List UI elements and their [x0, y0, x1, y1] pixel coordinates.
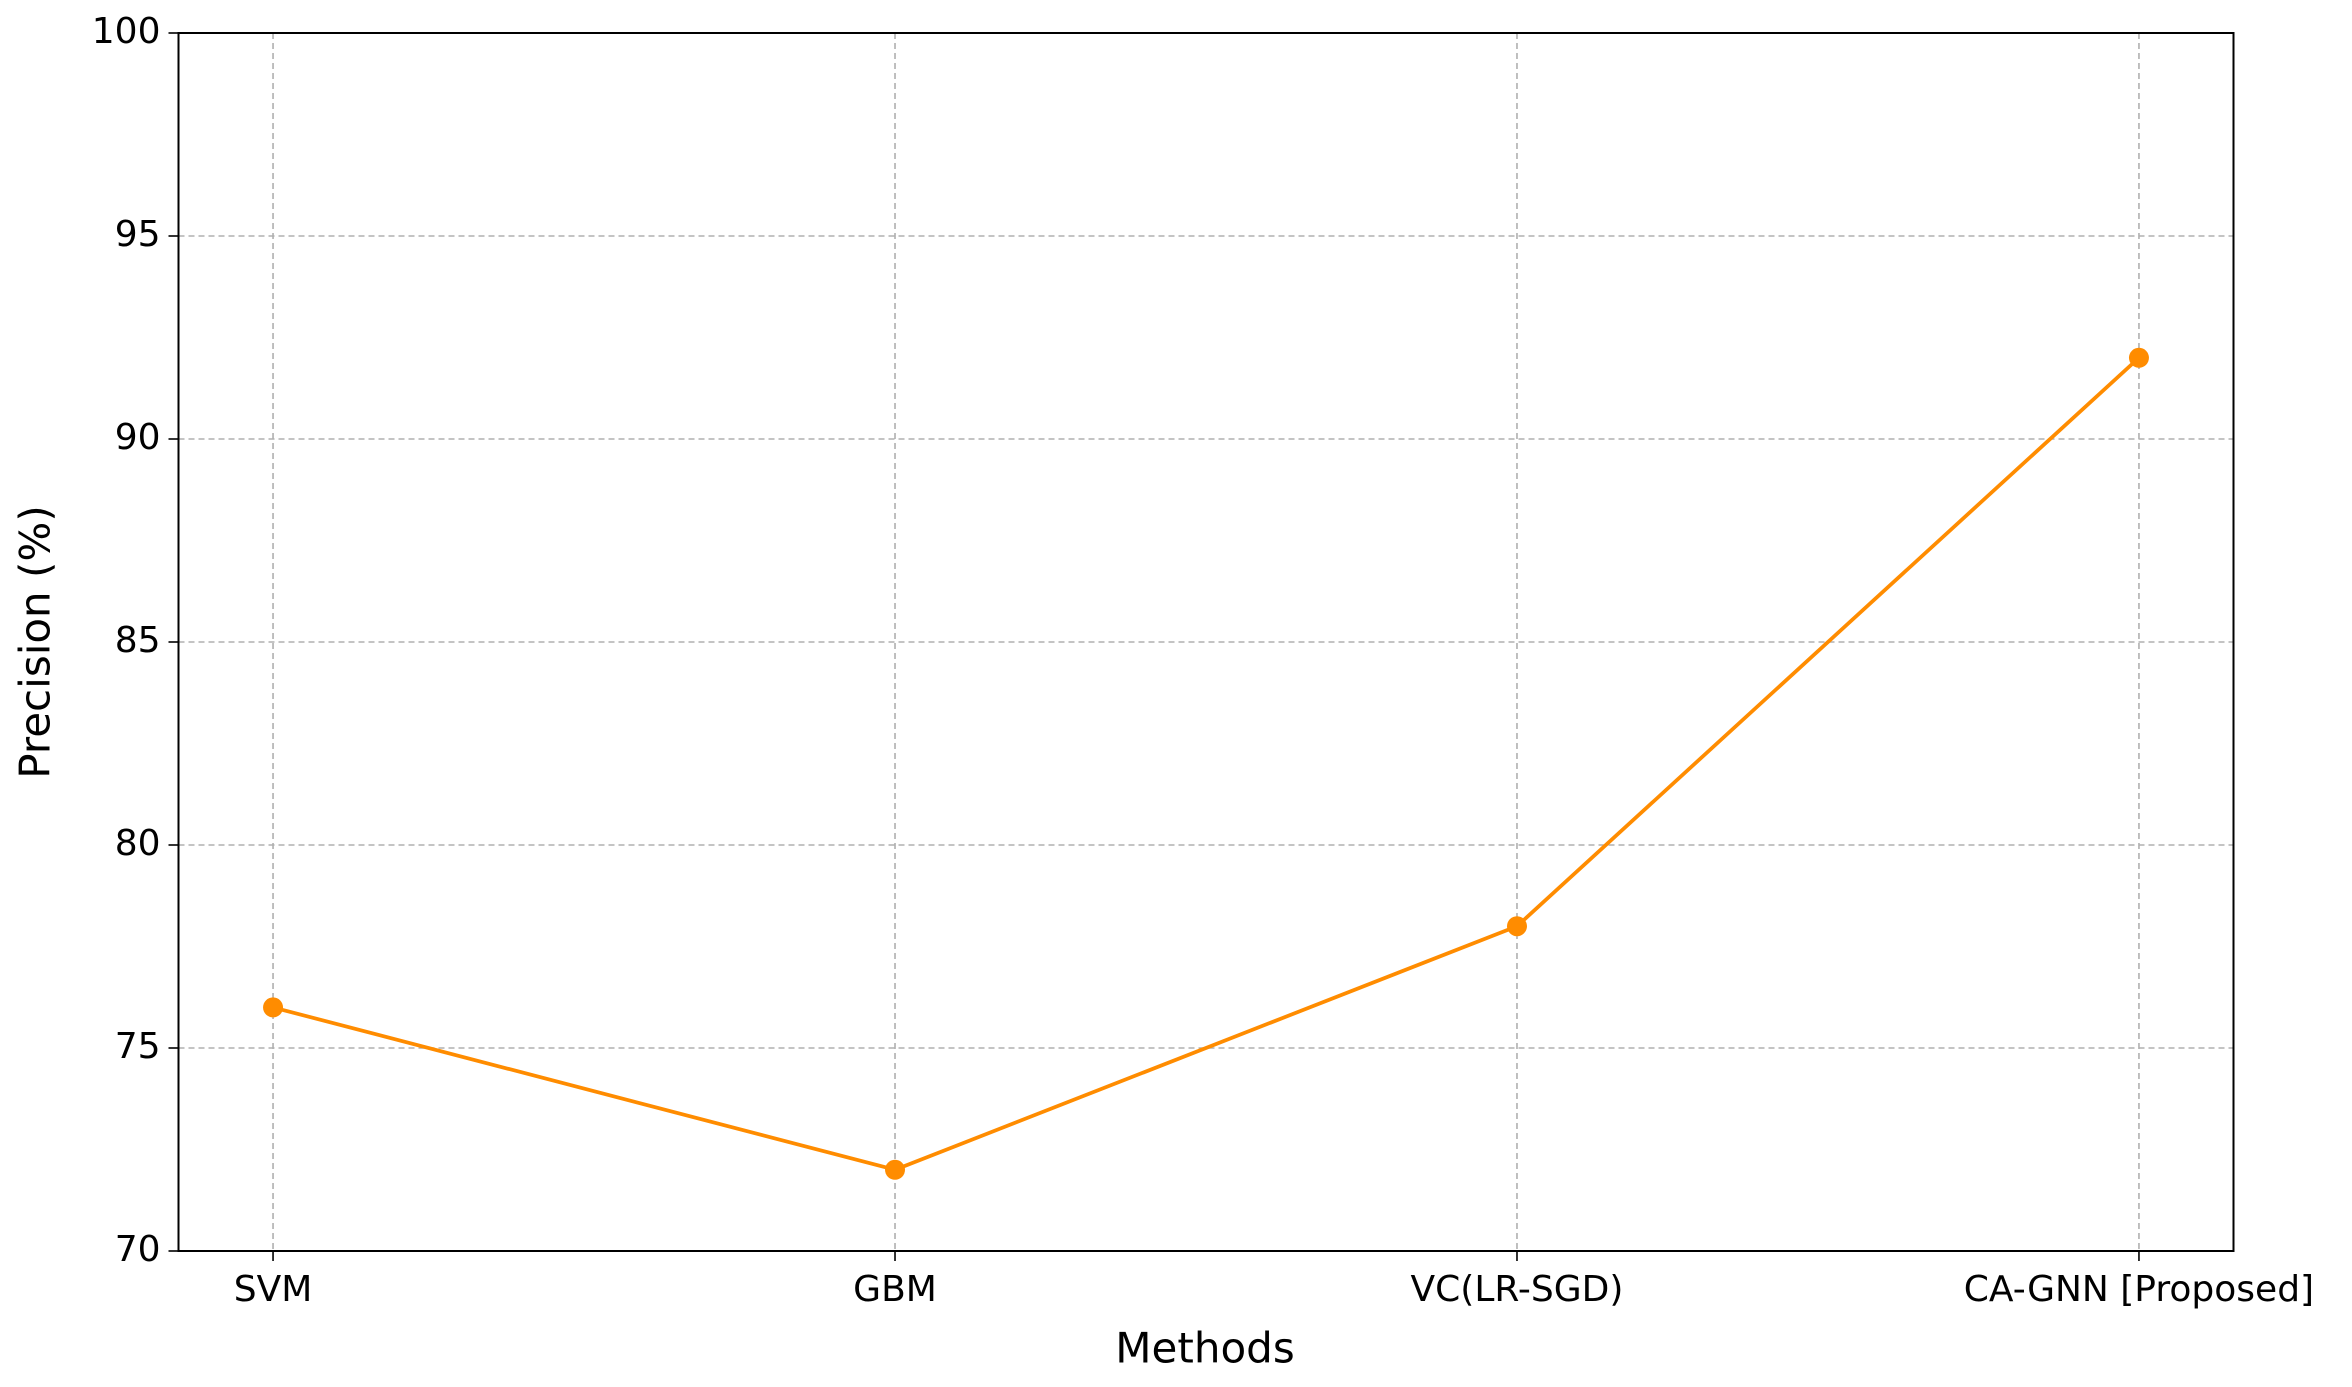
y-axis-label: Precision (%) — [11, 505, 60, 778]
x-axis-label: Methods — [1115, 1324, 1294, 1373]
x-tick-label: GBM — [853, 1269, 937, 1310]
y-tick-label: 90 — [115, 417, 161, 458]
data-point — [2128, 347, 2149, 368]
x-tick-label: CA-GNN [Proposed] — [1964, 1269, 2314, 1310]
data-point — [1506, 916, 1527, 937]
data-point — [263, 997, 284, 1018]
x-tick-label: SVM — [234, 1269, 313, 1310]
y-tick-label: 70 — [115, 1229, 161, 1270]
plot-frame — [177, 32, 2235, 1252]
y-tick-label: 100 — [92, 11, 161, 52]
y-tick-label: 80 — [115, 823, 161, 864]
y-tick-label: 75 — [115, 1026, 161, 1067]
data-point — [885, 1159, 906, 1180]
y-tick-label: 95 — [115, 214, 161, 255]
x-tick-label: VC(LR-SGD) — [1411, 1269, 1624, 1310]
data-line — [272, 356, 2141, 1172]
y-tick-label: 85 — [115, 620, 161, 661]
